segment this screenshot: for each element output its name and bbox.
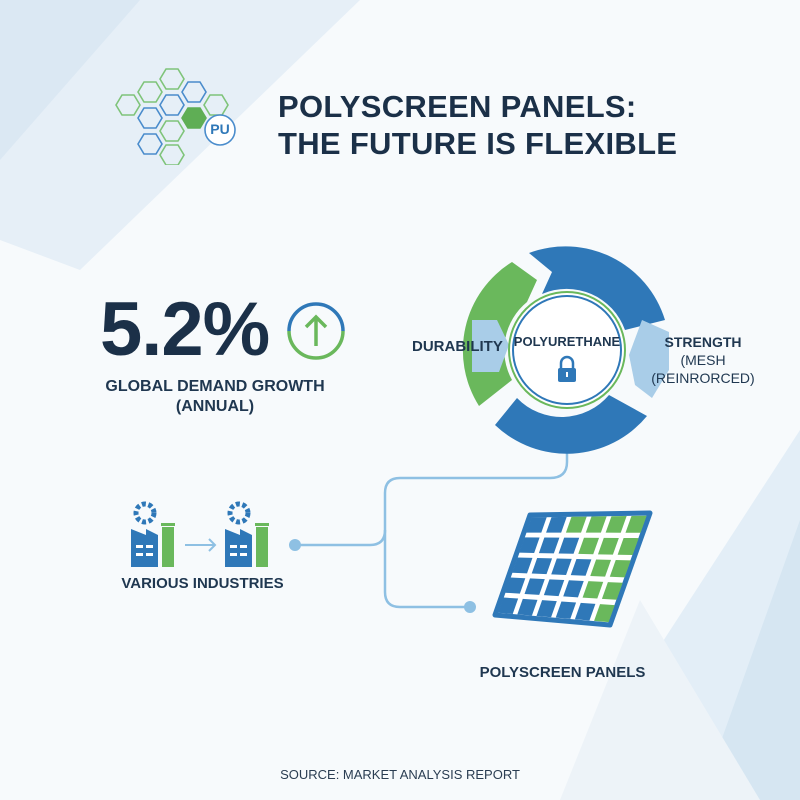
panel-cell (597, 537, 619, 555)
panel-cell (538, 537, 560, 554)
panel-cell (551, 558, 572, 575)
panel-cell (536, 600, 557, 618)
segment-blue-top (529, 246, 665, 330)
industries-icons (131, 501, 269, 567)
arrow-up-circle-icon (287, 302, 345, 360)
lock-icon (558, 355, 576, 382)
panel-cell (565, 516, 587, 533)
growth-label-line-1: GLOBAL DEMAND GROWTH (105, 378, 325, 395)
panels-label: POLYSCREEN PANELS (479, 664, 646, 681)
strength-line-3: (REINRORCED) (651, 370, 755, 386)
panel-cell (578, 537, 600, 555)
panel-cell (609, 560, 631, 578)
panel-cell (582, 581, 604, 599)
strength-line-2: (MESH (680, 352, 726, 368)
center-label: POLYURETHANE (513, 334, 621, 349)
factory-icon (225, 501, 269, 567)
panel-cell (605, 516, 627, 533)
panel-cell (524, 578, 545, 595)
segment-blue-bottom (495, 395, 647, 454)
panel-cell (594, 604, 615, 623)
hex (115, 94, 141, 116)
panel-cell (574, 602, 596, 621)
solar-panel-grid-icon (492, 510, 653, 628)
page-title: POLYSCREEN PANELS: THE FUTURE IS FLEXIBL… (278, 88, 677, 162)
panel-cell (585, 516, 607, 533)
panel-cell (563, 580, 584, 598)
panel-cell (517, 598, 538, 616)
panel-cell (601, 582, 623, 600)
title-line-2: THE FUTURE IS FLEXIBLE (278, 126, 678, 161)
cycle-ring (462, 246, 669, 454)
growth-label: GLOBAL DEMAND GROWTH (ANNUAL) (95, 377, 335, 417)
ring-segments (462, 246, 669, 454)
growth-value: 5.2% (100, 287, 270, 372)
panel-cell (558, 537, 580, 554)
panel-cell (570, 559, 592, 576)
factory-icon (131, 501, 175, 567)
strength-line-1: STRENGTH (664, 334, 742, 350)
panel-cell (498, 597, 519, 615)
source-note: SOURCE: MARKET ANALYSIS REPORT (280, 767, 520, 782)
panel-cell (543, 579, 565, 597)
growth-label-line-2: (ANNUAL) (175, 398, 255, 415)
industries-label: VARIOUS INDUSTRIES (121, 575, 284, 592)
logo-text: PU (210, 121, 230, 137)
panel-cell (531, 557, 553, 575)
panel-cell (590, 559, 612, 577)
panel-cell (512, 557, 533, 574)
strength-label: STRENGTH (MESH (REINRORCED) (648, 333, 758, 387)
hexagon-logo (115, 68, 236, 165)
pad-left (472, 320, 509, 372)
pad-right (629, 320, 669, 398)
panel-cell (546, 516, 567, 533)
panel-cell (617, 537, 639, 556)
panel-cell (526, 517, 547, 533)
arrow-right-icon (185, 538, 217, 552)
durability-label: DURABILITY (412, 338, 503, 355)
panel-cell (505, 577, 526, 594)
panel-cell (625, 515, 647, 533)
panel-cell (555, 601, 577, 619)
panel-cell (519, 537, 540, 553)
title-line-1: POLYSCREEN PANELS: (278, 89, 637, 124)
